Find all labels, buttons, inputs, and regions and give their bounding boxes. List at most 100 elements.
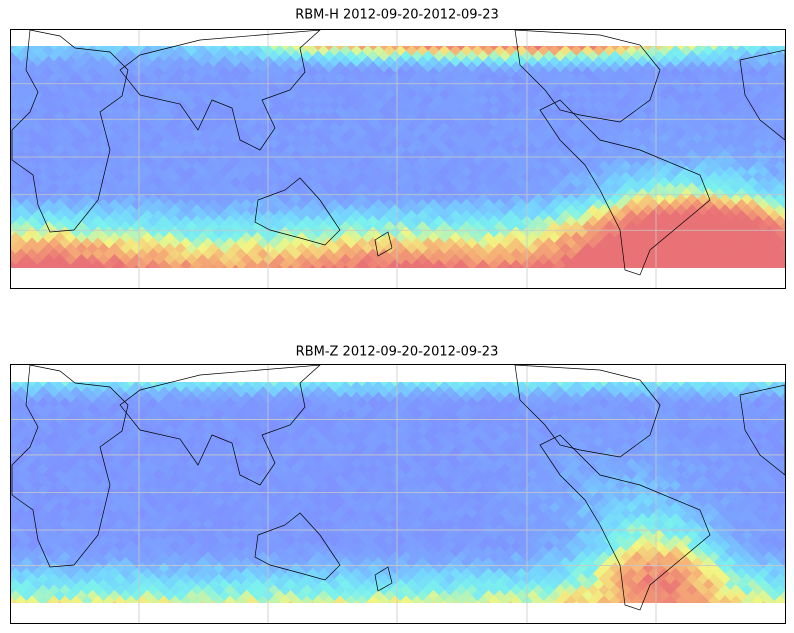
field-cell xyxy=(30,55,45,70)
field-cell xyxy=(41,55,56,70)
field-cell xyxy=(113,105,127,119)
field-cell xyxy=(547,77,562,92)
field-cell xyxy=(96,382,111,395)
field-cell xyxy=(652,105,666,119)
field-cell xyxy=(69,138,83,152)
field-cell xyxy=(102,237,116,251)
field-cell xyxy=(19,99,34,114)
field-cell xyxy=(74,165,89,180)
field-cell xyxy=(564,105,578,119)
field-cell xyxy=(140,99,155,114)
field-cell xyxy=(223,72,237,86)
field-cell xyxy=(151,88,166,103)
field-cell xyxy=(624,110,639,125)
field-cell xyxy=(162,77,177,92)
field-cell xyxy=(333,259,347,268)
field-cell xyxy=(107,143,122,158)
field-cell xyxy=(663,94,677,108)
field-cell xyxy=(25,94,39,108)
field-cell xyxy=(223,259,237,268)
coastline xyxy=(254,177,341,246)
field-cell xyxy=(107,154,122,169)
field-cell xyxy=(63,88,78,103)
field-cell xyxy=(206,77,221,92)
field-cell xyxy=(19,88,34,103)
field-cell xyxy=(674,72,688,86)
field-cell xyxy=(388,259,402,268)
field-cell xyxy=(80,50,94,64)
field-cell xyxy=(426,382,441,395)
field-cell xyxy=(107,242,122,257)
field-cell xyxy=(107,110,122,125)
field-cell xyxy=(245,94,259,108)
field-cell xyxy=(234,94,248,108)
field-cell xyxy=(564,94,578,108)
field-cell xyxy=(19,46,34,59)
field-cell xyxy=(591,110,606,125)
field-cell xyxy=(729,83,743,97)
field-cell xyxy=(613,99,628,114)
field-cell xyxy=(646,55,661,70)
field-cell xyxy=(705,264,712,268)
field-cell xyxy=(287,264,294,268)
field-cell xyxy=(487,270,500,283)
field-cell xyxy=(619,83,633,97)
field-cell xyxy=(377,259,391,268)
field-cell xyxy=(173,88,188,103)
field-cell xyxy=(657,88,672,103)
field-cell xyxy=(756,77,771,92)
field-cell xyxy=(52,46,67,59)
field-cell xyxy=(14,259,28,268)
field-cell xyxy=(701,99,716,114)
field-cell xyxy=(542,94,556,108)
field-cell xyxy=(58,61,72,75)
field-cell xyxy=(157,259,171,268)
field-cell xyxy=(608,83,622,97)
field-cell xyxy=(250,46,265,59)
field-cell xyxy=(690,99,705,114)
field-cell xyxy=(657,382,672,395)
field-cell xyxy=(113,507,127,521)
field-cell xyxy=(300,259,314,268)
field-cell xyxy=(679,66,694,81)
field-cell xyxy=(718,94,732,108)
field-cell xyxy=(628,264,635,268)
field-cell xyxy=(80,138,94,152)
field-cell xyxy=(740,105,754,119)
field-cell xyxy=(305,46,320,59)
field-cell xyxy=(289,259,303,268)
field-cell xyxy=(646,110,661,125)
field-cell xyxy=(514,99,529,114)
field-cell xyxy=(245,259,259,268)
field-cell xyxy=(613,382,628,395)
field-cell xyxy=(190,94,204,108)
field-cell xyxy=(602,110,617,125)
field-cell xyxy=(151,46,166,59)
field-cell xyxy=(96,99,111,114)
field-cell xyxy=(96,88,111,103)
field-cell xyxy=(195,382,210,395)
field-cell xyxy=(740,72,754,86)
field-cell xyxy=(223,105,237,119)
field-cell xyxy=(113,160,127,174)
field-cell xyxy=(129,88,144,103)
field-cell xyxy=(184,382,199,395)
coastline xyxy=(514,29,661,123)
coastline xyxy=(539,99,711,276)
field-cell xyxy=(63,66,78,81)
field-cell xyxy=(674,270,687,283)
field-cell xyxy=(146,270,159,283)
field-cell xyxy=(481,382,496,395)
field-cell xyxy=(371,382,386,395)
field-cell xyxy=(591,46,606,59)
field-cell xyxy=(272,382,287,395)
field-cell xyxy=(641,61,655,75)
field-cell xyxy=(212,72,226,86)
field-cell xyxy=(562,264,569,268)
field-cell xyxy=(487,259,501,268)
field-cell xyxy=(674,61,688,75)
field-cell xyxy=(371,46,386,59)
field-cell xyxy=(162,46,177,59)
field-cell xyxy=(91,507,105,521)
field-cell xyxy=(679,88,694,103)
